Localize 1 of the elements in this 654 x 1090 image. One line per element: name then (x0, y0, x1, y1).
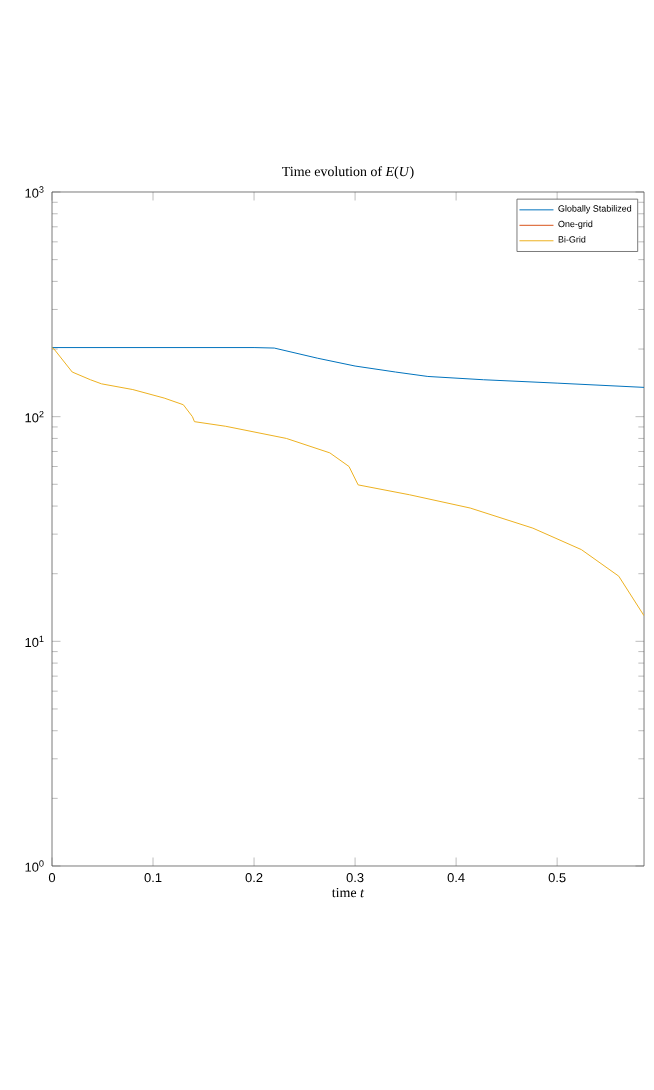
line-series (52, 347, 645, 617)
